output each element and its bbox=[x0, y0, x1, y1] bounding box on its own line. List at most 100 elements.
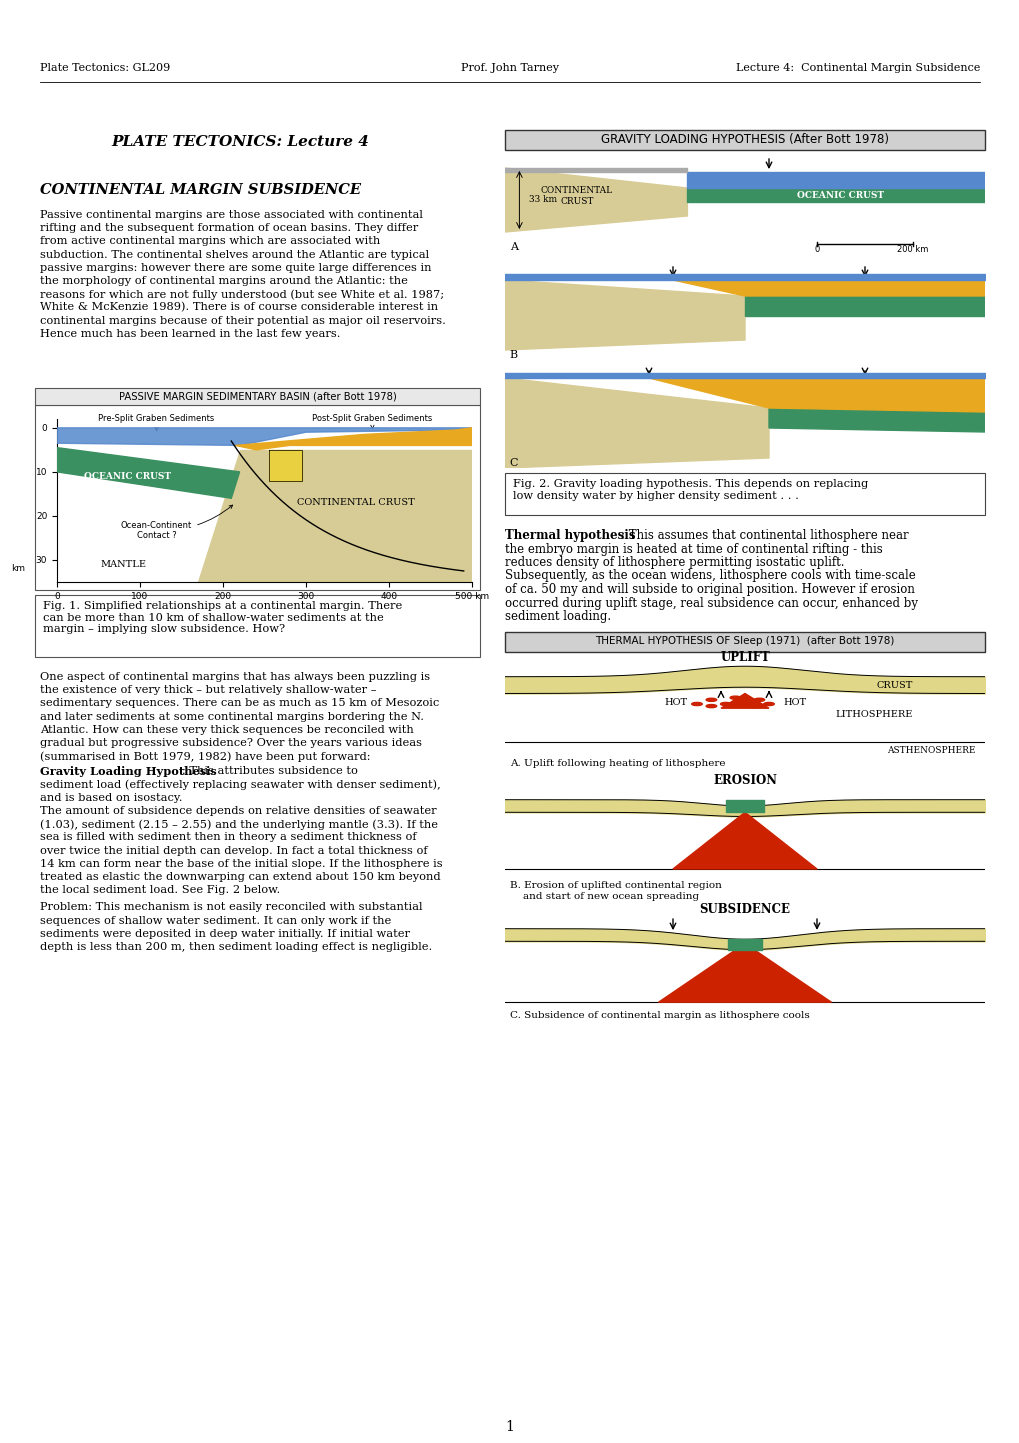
Polygon shape bbox=[268, 450, 302, 481]
Text: 33 km: 33 km bbox=[529, 195, 556, 205]
Bar bbox=[504, 632, 984, 651]
Text: ASTHENOSPHERE: ASTHENOSPHERE bbox=[887, 746, 974, 755]
Text: Gravity Loading Hypothesis: Gravity Loading Hypothesis bbox=[40, 766, 217, 778]
Text: 200 km: 200 km bbox=[897, 245, 927, 254]
Text: reduces density of lithosphere permitting isostatic uplift.: reduces density of lithosphere permittin… bbox=[504, 556, 844, 569]
Text: CONTINENTAL
CRUST: CONTINENTAL CRUST bbox=[540, 186, 612, 206]
Text: sedimentary sequences. There can be as much as 15 km of Mesozoic: sedimentary sequences. There can be as m… bbox=[40, 698, 439, 709]
Text: B: B bbox=[510, 351, 518, 359]
Ellipse shape bbox=[763, 703, 773, 706]
Text: of ca. 50 my and will subside to original position. However if erosion: of ca. 50 my and will subside to origina… bbox=[504, 583, 914, 596]
Polygon shape bbox=[504, 167, 687, 232]
Ellipse shape bbox=[739, 700, 750, 704]
Text: 14 km can form near the base of the initial slope. If the lithosphere is: 14 km can form near the base of the init… bbox=[40, 859, 442, 869]
Text: Passive continental margins are those associated with continental: Passive continental margins are those as… bbox=[40, 211, 423, 219]
Text: GRAVITY LOADING HYPOTHESIS (After Bott 1978): GRAVITY LOADING HYPOTHESIS (After Bott 1… bbox=[600, 134, 889, 147]
Text: Fig. 2. Gravity loading hypothesis. This depends on replacing
low density water : Fig. 2. Gravity loading hypothesis. This… bbox=[513, 479, 867, 501]
Bar bbox=[35, 388, 480, 405]
Ellipse shape bbox=[719, 703, 731, 706]
Text: UPLIFT: UPLIFT bbox=[719, 651, 769, 664]
Text: B. Erosion of uplifted continental region
    and start of new ocean spreading: B. Erosion of uplifted continental regio… bbox=[510, 882, 721, 900]
Text: sequences of shallow water sediment. It can only work if the: sequences of shallow water sediment. It … bbox=[40, 916, 391, 925]
Text: Hence much has been learned in the last few years.: Hence much has been learned in the last … bbox=[40, 329, 340, 339]
Text: C: C bbox=[510, 457, 518, 468]
Text: A. Uplift following heating of lithosphere: A. Uplift following heating of lithosphe… bbox=[510, 759, 725, 768]
Text: PLATE TECTONICS: Lecture 4: PLATE TECTONICS: Lecture 4 bbox=[111, 136, 369, 149]
Ellipse shape bbox=[705, 704, 716, 707]
Text: Fig. 1. Simplified relationships at a continental margin. There
can be more than: Fig. 1. Simplified relationships at a co… bbox=[43, 600, 401, 635]
Polygon shape bbox=[658, 944, 830, 1003]
Text: Atlantic. How can these very thick sequences be reconciled with: Atlantic. How can these very thick seque… bbox=[40, 724, 414, 734]
Bar bbox=[35, 405, 480, 590]
Text: subduction. The continental shelves around the Atlantic are typical: subduction. The continental shelves arou… bbox=[40, 250, 429, 260]
Ellipse shape bbox=[691, 703, 702, 706]
Text: passive margins: however there are some quite large differences in: passive margins: however there are some … bbox=[40, 263, 431, 273]
Polygon shape bbox=[57, 447, 239, 498]
Text: 1: 1 bbox=[505, 1420, 514, 1434]
Bar bbox=[504, 130, 984, 150]
Ellipse shape bbox=[753, 698, 764, 701]
Text: occurred during uplift stage, real subsidence can occur, enhanced by: occurred during uplift stage, real subsi… bbox=[504, 596, 917, 609]
Text: : This attributes subsidence to: : This attributes subsidence to bbox=[181, 766, 358, 776]
Text: CONTINENTAL MARGIN SUBSIDENCE: CONTINENTAL MARGIN SUBSIDENCE bbox=[40, 183, 361, 198]
Text: Thermal hypothesis: Thermal hypothesis bbox=[504, 530, 635, 543]
Text: Post-Split Graben Sediments: Post-Split Graben Sediments bbox=[312, 414, 432, 429]
Polygon shape bbox=[648, 280, 984, 296]
Text: rifting and the subsequent formation of ocean basins. They differ: rifting and the subsequent formation of … bbox=[40, 224, 418, 234]
Text: CONTINENTAL CRUST: CONTINENTAL CRUST bbox=[297, 498, 415, 506]
Text: 0: 0 bbox=[813, 245, 819, 254]
Text: and is based on isostacy.: and is based on isostacy. bbox=[40, 792, 182, 802]
Text: treated as elastic the downwarping can extend about 150 km beyond: treated as elastic the downwarping can e… bbox=[40, 872, 440, 882]
Text: LITHOSPHERE: LITHOSPHERE bbox=[835, 710, 912, 719]
Polygon shape bbox=[198, 450, 472, 582]
Text: sea is filled with sediment then in theory a sediment thickness of: sea is filled with sediment then in theo… bbox=[40, 833, 416, 843]
Text: Ocean-Continent
Contact ?: Ocean-Continent Contact ? bbox=[121, 505, 232, 540]
Text: (1.03), sediment (2.15 – 2.55) and the underlying mantle (3.3). If the: (1.03), sediment (2.15 – 2.55) and the u… bbox=[40, 820, 437, 830]
Text: Problem: This mechanism is not easily reconciled with substantial: Problem: This mechanism is not easily re… bbox=[40, 902, 422, 912]
Text: (summarised in Bott 1979, 1982) have been put forward:: (summarised in Bott 1979, 1982) have bee… bbox=[40, 752, 370, 762]
Text: and later sediments at some continental margins bordering the N.: and later sediments at some continental … bbox=[40, 711, 424, 722]
Text: THERMAL HYPOTHESIS OF Sleep (1971)  (after Bott 1978): THERMAL HYPOTHESIS OF Sleep (1971) (afte… bbox=[595, 636, 894, 646]
Text: C. Subsidence of continental margin as lithosphere cools: C. Subsidence of continental margin as l… bbox=[510, 1010, 809, 1020]
Text: MANTLE: MANTLE bbox=[100, 560, 147, 569]
Polygon shape bbox=[57, 427, 472, 446]
Text: continental margins because of their potential as major oil reservoirs.: continental margins because of their pot… bbox=[40, 316, 445, 326]
Text: depth is less than 200 m, then sediment loading effect is negligible.: depth is less than 200 m, then sediment … bbox=[40, 942, 432, 952]
Text: Lecture 4:  Continental Margin Subsidence: Lecture 4: Continental Margin Subsidence bbox=[735, 63, 979, 74]
Bar bbox=[504, 473, 984, 515]
Polygon shape bbox=[235, 427, 472, 450]
Text: The amount of subsidence depends on relative densities of seawater: The amount of subsidence depends on rela… bbox=[40, 807, 436, 815]
Text: SEDIMENTS: SEDIMENTS bbox=[758, 281, 826, 291]
Text: OCEANIC CRUST: OCEANIC CRUST bbox=[84, 472, 171, 481]
Text: One aspect of continental margins that has always been puzzling is: One aspect of continental margins that h… bbox=[40, 672, 430, 683]
Text: Subsequently, as the ocean widens, lithosphere cools with time-scale: Subsequently, as the ocean widens, litho… bbox=[504, 570, 915, 583]
Text: sediment load (effectively replacing seawater with denser sediment),: sediment load (effectively replacing sea… bbox=[40, 779, 440, 791]
Text: Prof. John Tarney: Prof. John Tarney bbox=[461, 63, 558, 74]
Polygon shape bbox=[687, 172, 984, 188]
Text: CRUST: CRUST bbox=[875, 681, 912, 690]
Text: gradual but progressive subsidence? Over the years various ideas: gradual but progressive subsidence? Over… bbox=[40, 737, 422, 747]
Text: HOT: HOT bbox=[783, 698, 806, 707]
Polygon shape bbox=[744, 296, 984, 316]
Text: over twice the initial depth can develop. In fact a total thickness of: over twice the initial depth can develop… bbox=[40, 846, 427, 856]
Text: SUBSIDENCE: SUBSIDENCE bbox=[699, 903, 790, 916]
Text: Plate Tectonics: GL209: Plate Tectonics: GL209 bbox=[40, 63, 170, 74]
Text: from active continental margins which are associated with: from active continental margins which ar… bbox=[40, 237, 380, 247]
Text: sediment loading.: sediment loading. bbox=[504, 610, 610, 623]
Polygon shape bbox=[600, 378, 984, 413]
Text: A: A bbox=[510, 242, 518, 253]
Text: EROSION: EROSION bbox=[712, 775, 776, 788]
Text: km: km bbox=[11, 564, 25, 573]
Text: : This assumes that continental lithosphere near: : This assumes that continental lithosph… bbox=[621, 530, 908, 543]
Text: the existence of very thick – but relatively shallow-water –: the existence of very thick – but relati… bbox=[40, 685, 376, 696]
Ellipse shape bbox=[749, 704, 759, 707]
Polygon shape bbox=[504, 378, 768, 468]
Text: OCEANIC CRUST: OCEANIC CRUST bbox=[797, 190, 883, 199]
Polygon shape bbox=[504, 280, 744, 351]
Text: the local sediment load. See Fig. 2 below.: the local sediment load. See Fig. 2 belo… bbox=[40, 885, 280, 895]
Text: PASSIVE MARGIN SEDIMENTARY BASIN (after Bott 1978): PASSIVE MARGIN SEDIMENTARY BASIN (after … bbox=[118, 391, 396, 401]
Text: the morphology of continental margins around the Atlantic: the: the morphology of continental margins ar… bbox=[40, 276, 408, 286]
Polygon shape bbox=[720, 694, 768, 709]
Text: the embryo margin is heated at time of continental rifting - this: the embryo margin is heated at time of c… bbox=[504, 543, 881, 556]
Text: sediments were deposited in deep water initially. If initial water: sediments were deposited in deep water i… bbox=[40, 929, 410, 939]
